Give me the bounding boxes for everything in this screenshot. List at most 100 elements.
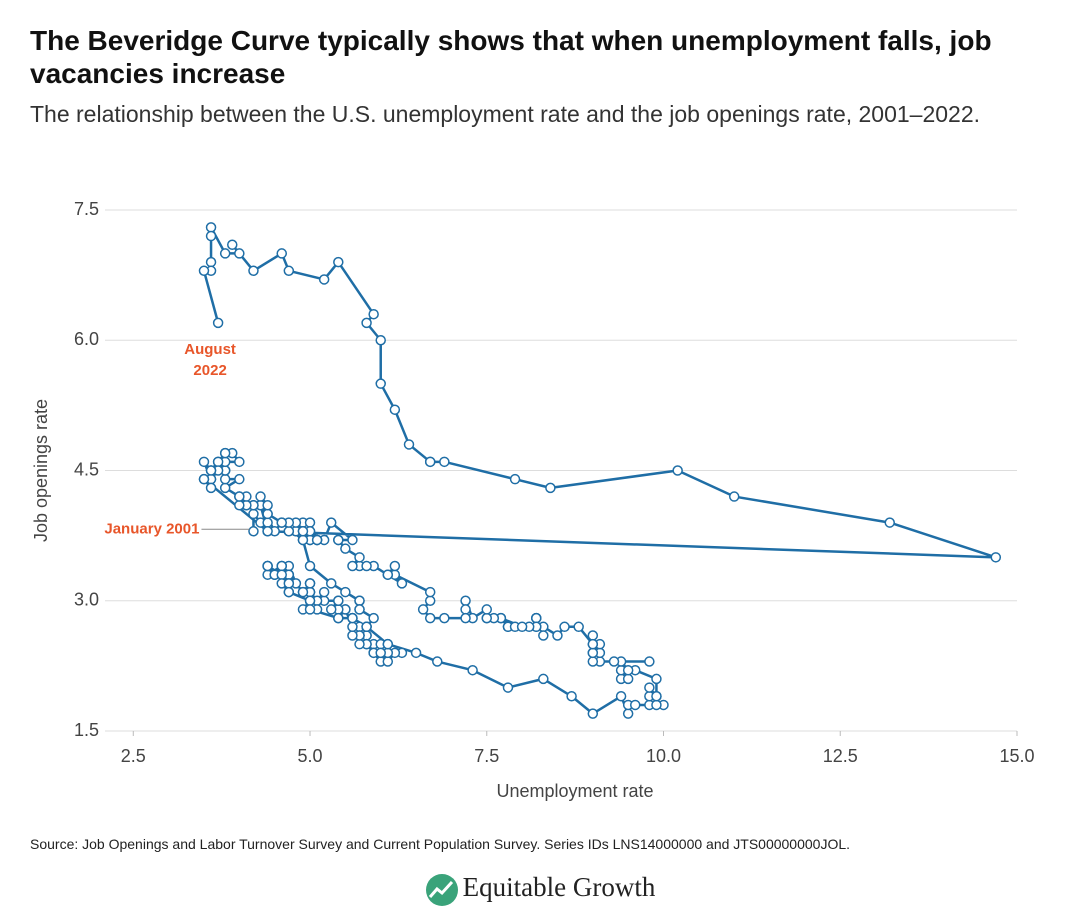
data-point [587,708,599,719]
data-point [644,682,655,693]
data-point [403,439,415,450]
data-point [248,508,259,520]
data-point [375,335,386,346]
data-point [481,612,493,624]
x-tick-label: 2.5 [121,746,146,766]
x-tick-label: 7.5 [474,746,499,766]
data-point [212,456,224,468]
annotation: January 2001 [104,520,199,537]
data-point [651,691,662,702]
data-point [354,604,365,615]
data-point [460,604,471,615]
data-point [382,656,394,667]
data-point [361,621,372,633]
data-point [354,552,365,563]
data-point [538,673,549,685]
data-point [283,578,295,589]
logo: Equitable Growth [0,872,1080,907]
data-point [559,621,570,633]
y-tick-label: 4.5 [74,459,99,479]
data-point [283,526,295,537]
x-tick-label: 10.0 [646,746,681,766]
data-point [333,256,344,268]
data-point [318,586,330,598]
data-point [552,630,563,641]
data-point [304,560,316,572]
data-point [587,656,599,667]
y-tick-label: 1.5 [74,720,99,740]
data-point [587,647,599,659]
logo-icon [425,873,458,906]
annotation: August [184,341,236,358]
data-point [205,222,217,233]
data-point [502,682,514,693]
data-point [325,517,337,528]
data-point [248,526,259,537]
data-point [205,230,217,242]
data-point [424,586,436,598]
data-point [234,491,245,502]
data-point [311,534,323,546]
data-point [347,612,358,624]
data-point [382,638,394,650]
data-point [629,699,641,711]
data-point [651,699,662,711]
y-axis-label: Job openings rate [31,399,51,542]
data-point [354,595,365,606]
data-point [375,378,386,389]
data-point [340,543,351,554]
data-point [219,473,231,485]
data-point [389,404,401,415]
data-point [361,560,372,572]
data-point [262,517,273,528]
data-point [424,456,436,468]
data-point [283,265,295,277]
data-point [276,248,287,259]
data-point [304,517,316,528]
data-point [283,586,295,598]
data-point [460,595,471,606]
data-point [538,630,549,641]
chart-title: The Beveridge Curve typically shows that… [30,25,992,89]
data-point [516,621,528,633]
data-point [396,578,408,589]
data-point [333,595,344,606]
data-point [297,534,309,546]
y-tick-label: 3.0 [74,590,99,610]
data-point [354,638,365,650]
data-point [205,482,217,494]
y-tick-label: 7.5 [74,199,99,219]
data-point [234,456,245,468]
data-point [325,604,337,615]
data-point [276,517,287,528]
x-tick-label: 5.0 [298,746,323,766]
data-point [432,656,443,667]
data-point [198,265,210,277]
data-point [368,612,379,624]
data-point [325,578,337,589]
data-point [347,621,358,633]
data-point [248,265,259,277]
data-point [340,586,351,598]
data-point [467,664,478,676]
data-point [304,595,316,606]
data-point [262,560,273,572]
data-point [219,447,231,459]
data-point [651,673,662,685]
data-point [333,534,344,546]
data-point [297,586,309,598]
data-point [304,604,316,615]
data-point [545,482,556,494]
data-point [276,560,287,572]
data-point [262,508,273,520]
data-point [262,526,273,537]
annotation: 2022 [193,362,226,379]
data-point [347,534,358,546]
source-note: Source: Job Openings and Labor Turnover … [30,836,851,852]
data-point [375,647,386,659]
x-axis-label: Unemployment rate [496,781,653,801]
data-point [205,256,217,268]
data-point [644,656,655,667]
data-point [198,473,210,485]
x-tick-label: 15.0 [999,746,1034,766]
